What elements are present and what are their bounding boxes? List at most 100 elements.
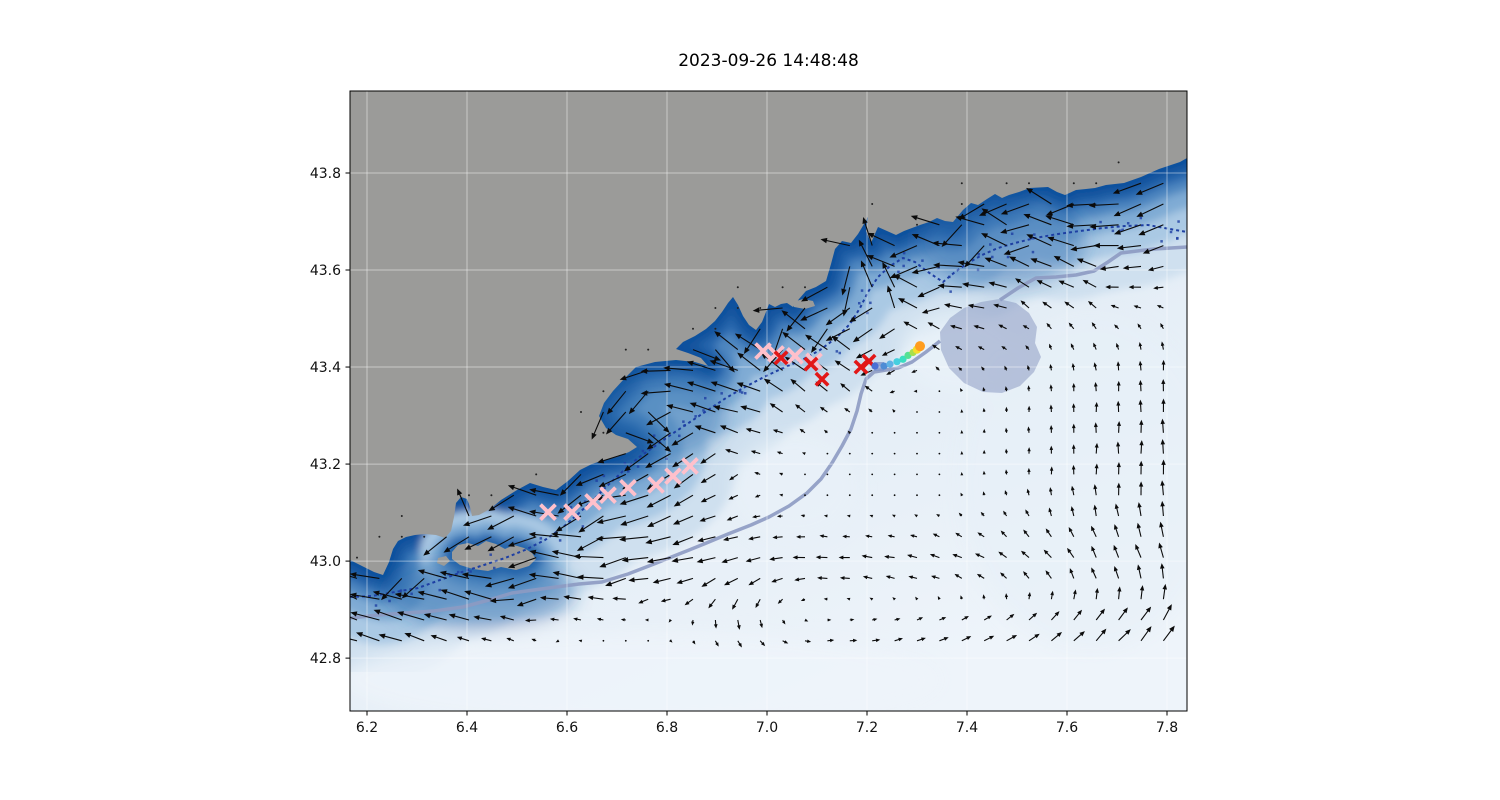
current-arrow (684, 598, 694, 606)
current-arrow (935, 366, 940, 371)
zero-current-dot (714, 327, 717, 330)
current-arrow (1116, 244, 1142, 251)
current-arrow (981, 366, 985, 371)
current-arrow (1046, 322, 1052, 330)
trajectory-dot (880, 362, 888, 370)
current-arrow (489, 597, 514, 604)
y-tick-label: 43.4 (310, 360, 341, 376)
current-arrow (621, 557, 649, 563)
current-arrow (794, 577, 806, 582)
current-arrow (938, 494, 941, 497)
current-arrow (916, 473, 918, 476)
current-arrow (524, 618, 537, 623)
current-arrow (699, 515, 716, 522)
stations-red-x-marker (803, 356, 819, 372)
current-arrow (1128, 285, 1142, 290)
current-arrow (647, 639, 650, 642)
current-arrow (1071, 383, 1076, 392)
current-arrow (1015, 278, 1030, 288)
current-arrow (799, 428, 806, 434)
current-arrow (790, 378, 806, 392)
current-arrow (954, 573, 963, 579)
current-arrow (619, 494, 649, 505)
current-arrow (796, 534, 806, 539)
current-arrow (819, 534, 828, 538)
current-arrow (1113, 565, 1120, 579)
current-arrow (852, 328, 873, 343)
current-arrow (915, 596, 919, 601)
current-arrow (980, 511, 985, 517)
current-arrow (692, 349, 721, 361)
current-arrow (897, 297, 918, 309)
current-arrow (782, 331, 806, 351)
current-arrow (983, 615, 992, 621)
current-arrow (559, 474, 582, 496)
current-arrow (531, 638, 537, 642)
current-arrow (576, 574, 604, 580)
current-arrow (1153, 285, 1164, 290)
current-arrow (745, 427, 761, 434)
slate-filled-patch (940, 299, 1041, 393)
current-arrow (394, 592, 425, 600)
current-arrow (861, 554, 873, 559)
current-arrow (1069, 568, 1075, 579)
current-arrow (804, 494, 806, 497)
current-arrow (889, 265, 918, 279)
waypoints-pink-x-marker (681, 457, 699, 475)
trajectory-dot (915, 341, 925, 352)
current-arrow (686, 381, 716, 392)
current-arrow (1025, 509, 1030, 517)
current-arrow (872, 638, 881, 643)
current-arrow (1105, 284, 1119, 290)
current-arrow (937, 283, 962, 289)
current-arrow (430, 634, 447, 642)
current-arrow (882, 261, 896, 288)
current-arrow (977, 532, 985, 538)
current-arrow (1137, 323, 1142, 330)
current-arrow (691, 619, 695, 626)
current-arrow (846, 514, 851, 518)
current-arrow (1072, 589, 1077, 600)
zero-current-dot (423, 535, 426, 538)
current-arrow (743, 328, 761, 355)
current-arrow (1093, 362, 1098, 371)
current-arrow (872, 618, 878, 622)
current-arrow (1001, 345, 1007, 351)
current-arrow (1000, 203, 1030, 215)
current-arrow (350, 592, 380, 600)
current-arrow (1051, 632, 1063, 642)
current-arrow (1095, 608, 1105, 621)
current-arrow (1161, 378, 1166, 392)
current-arrow (1158, 542, 1164, 558)
current-arrow (1139, 585, 1145, 600)
current-arrow (804, 473, 806, 476)
trajectory-dot (871, 362, 879, 370)
current-arrow (916, 411, 918, 413)
current-arrow (847, 430, 852, 435)
current-arrow (1028, 633, 1040, 642)
current-arrow (1049, 343, 1053, 350)
zero-current-dot (624, 348, 627, 351)
current-arrow (528, 572, 559, 579)
current-arrow (779, 493, 783, 497)
x-tick-label: 6.4 (456, 720, 478, 736)
zero-current-dot (960, 203, 963, 205)
current-arrow (350, 595, 358, 600)
current-arrow (916, 617, 924, 621)
current-arrow (894, 617, 901, 622)
current-arrow (958, 512, 963, 517)
x-tick-label: 7.0 (756, 720, 778, 736)
current-arrow (911, 265, 940, 275)
current-arrow (671, 432, 694, 446)
current-arrow (868, 408, 873, 413)
current-arrow (1118, 607, 1128, 621)
current-arrow (499, 615, 514, 621)
current-arrow (1147, 265, 1164, 272)
zero-current-dot (602, 431, 605, 434)
current-arrow (487, 536, 515, 552)
current-arrow (961, 616, 969, 621)
current-arrow (507, 506, 537, 517)
current-arrow (903, 321, 918, 330)
current-arrow (1161, 398, 1166, 413)
